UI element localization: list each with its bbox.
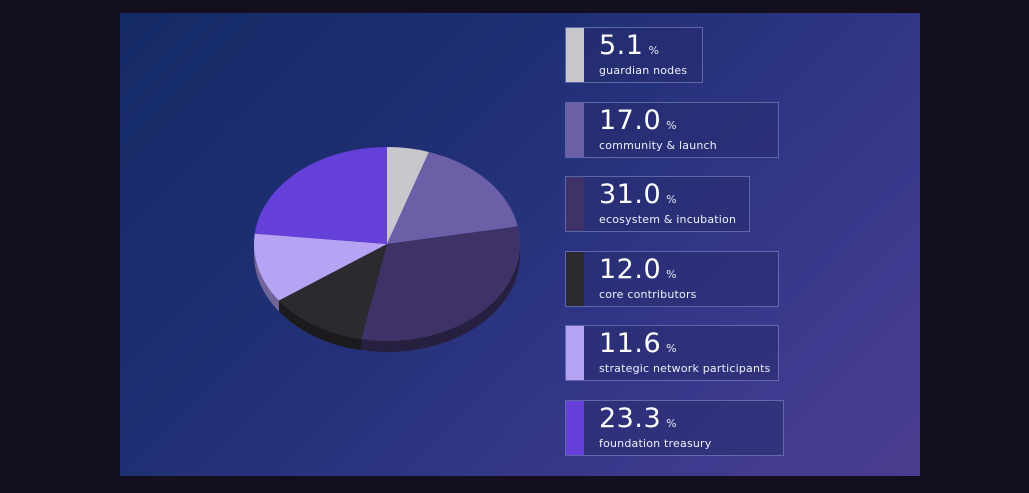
pie-slice-side-3 — [278, 300, 362, 351]
legend-item: 12.0% core contributors — [565, 251, 779, 307]
legend-item: 11.6% strategic network participants — [565, 325, 779, 381]
legend-label: strategic network participants — [599, 362, 771, 375]
pie-chart — [253, 147, 520, 352]
legend-swatch — [566, 28, 584, 82]
legend-item: 31.0% ecosystem & incubation — [565, 176, 750, 232]
legend-label: guardian nodes — [599, 64, 688, 77]
pie-slice-side-4 — [254, 244, 279, 312]
legend-value: 17.0 — [599, 105, 662, 136]
legend-item: 5.1% guardian nodes — [565, 27, 703, 83]
legend-unit: % — [666, 417, 677, 430]
legend-swatch — [566, 401, 584, 455]
pie-slice-side-2 — [361, 244, 520, 352]
pie-slice-2 — [361, 226, 520, 341]
legend-unit: % — [666, 342, 677, 355]
legend-swatch — [566, 177, 584, 231]
legend-value: 23.3 — [599, 403, 662, 434]
legend-value-row: 17.0% — [599, 105, 677, 136]
legend-unit: % — [666, 193, 677, 206]
legend-unit: % — [666, 268, 677, 281]
legend-swatch — [566, 252, 584, 306]
legend-value: 5.1 — [599, 30, 644, 61]
pie-slice-4 — [253, 233, 387, 301]
pie-slice-1 — [387, 151, 518, 244]
legend-unit: % — [648, 44, 659, 57]
pie-slice-3 — [278, 244, 387, 340]
legend-value: 31.0 — [599, 179, 662, 210]
legend-swatch — [566, 326, 584, 380]
legend-item: 17.0% community & launch — [565, 102, 779, 158]
legend-item: 23.3% foundation treasury — [565, 400, 784, 456]
legend-label: community & launch — [599, 139, 717, 152]
legend-value: 11.6 — [599, 328, 662, 359]
legend-value: 12.0 — [599, 254, 662, 285]
legend-value-row: 31.0% — [599, 179, 677, 210]
legend-swatch — [566, 103, 584, 157]
pie-slice-5 — [254, 147, 387, 244]
legend-label: core contributors — [599, 288, 697, 301]
chart-panel: 5.1% guardian nodes 17.0% community & launc… — [120, 13, 920, 476]
legend-value-row: 11.6% — [599, 328, 677, 359]
legend-value-row: 23.3% — [599, 403, 677, 434]
legend-value-row: 12.0% — [599, 254, 677, 285]
pie-slice-0 — [387, 147, 429, 244]
legend-label: foundation treasury — [599, 437, 712, 450]
legend-label: ecosystem & incubation — [599, 213, 737, 226]
legend-value-row: 5.1% — [599, 30, 659, 61]
legend-unit: % — [666, 119, 677, 132]
